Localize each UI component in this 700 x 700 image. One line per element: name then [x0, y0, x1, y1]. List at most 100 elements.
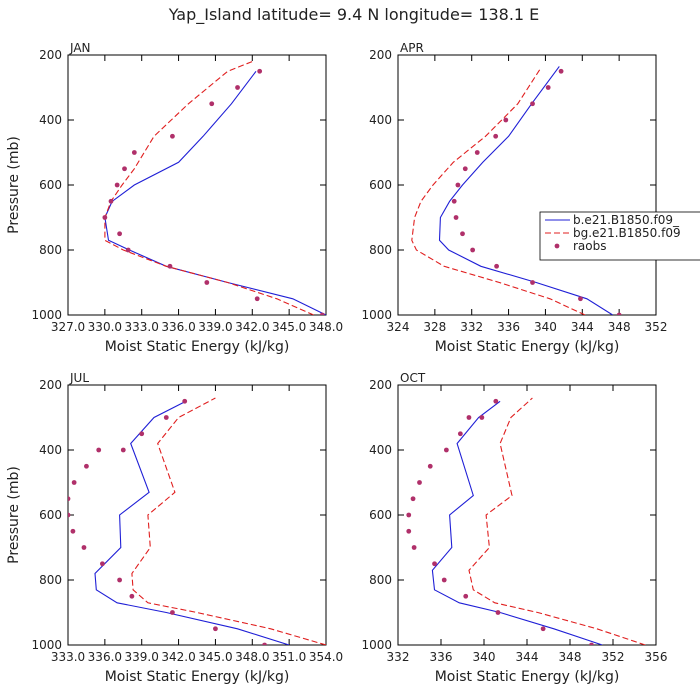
x-tick-label: 339.0: [198, 320, 232, 334]
raobs-point: [530, 280, 535, 285]
raobs-point: [125, 247, 131, 253]
y-axis-title: Pressure (mb): [6, 136, 22, 234]
raobs-point: [493, 398, 499, 404]
raobs-point: [262, 642, 267, 645]
raobs-point: [453, 215, 459, 220]
panel-jan: JAN 327.0 330.0 333.0 336.0 339.0 342.0 345.0 34…: [6, 41, 343, 355]
raobs-point: [68, 512, 71, 518]
raobs-point: [406, 512, 412, 518]
y-tick-label: 600: [39, 178, 62, 192]
plot-frame: [397, 54, 657, 316]
x-tick-label: 328: [423, 320, 446, 334]
x-tick-label: 351.0: [272, 650, 306, 664]
raobs-point: [117, 577, 122, 583]
x-tick-label: 336.0: [161, 320, 195, 334]
x-tick-label: 344: [571, 320, 594, 334]
raobs-point: [102, 215, 108, 220]
y-axis-title: Pressure (mb): [6, 466, 22, 564]
x-tick-label: 336.0: [88, 650, 122, 664]
raobs-point: [462, 166, 468, 172]
raobs-point: [114, 182, 120, 188]
y-tick-label: 200: [369, 378, 392, 392]
x-tick-label: 352: [602, 650, 625, 664]
raobs-point: [466, 415, 472, 420]
legend-entry: bg.e21.B1850.f09: [573, 226, 681, 240]
raobs-point: [235, 85, 240, 90]
x-tick-label: 327.0: [51, 320, 85, 334]
raobs-point: [100, 561, 105, 567]
y-tick-label: 800: [369, 573, 392, 587]
raobs-point: [254, 296, 260, 302]
raobs-point: [129, 593, 135, 599]
raobs-point: [540, 626, 546, 632]
raobs-point: [558, 68, 564, 74]
y-tick-label: 200: [39, 48, 62, 62]
raobs-point: [457, 431, 463, 437]
y-tick-label: 600: [39, 508, 62, 522]
series-line-model1: [94, 400, 290, 645]
raobs-point: [427, 463, 433, 469]
raobs-point: [319, 312, 325, 315]
raobs-point: [463, 593, 469, 599]
raobs-point: [451, 198, 457, 204]
raobs-point: [470, 247, 476, 253]
raobs-point: [460, 231, 465, 237]
raobs-point: [84, 463, 89, 469]
x-axis-title: Moist Static Energy (kJ/kg): [105, 339, 290, 355]
series-group: [406, 397, 646, 645]
raobs-point: [81, 545, 87, 550]
raobs-point: [493, 133, 499, 139]
raobs-point: [503, 117, 509, 123]
y-tick-label: 600: [369, 178, 392, 192]
raobs-point: [589, 642, 594, 645]
x-tick-label: 356: [645, 650, 668, 664]
x-tick-label: 354.0: [309, 650, 343, 664]
raobs-point: [131, 150, 137, 155]
raobs-point: [530, 101, 535, 107]
raobs-point: [474, 150, 480, 155]
raobs-point: [139, 431, 145, 437]
x-tick-label: 332: [387, 650, 410, 664]
y-tick-label: 400: [39, 113, 62, 127]
raobs-point: [578, 296, 583, 302]
x-tick-label: 348: [559, 650, 582, 664]
x-tick-label: 342.0: [161, 650, 195, 664]
series-line-model2: [104, 60, 314, 315]
x-axis-title: Moist Static Energy (kJ/kg): [435, 669, 620, 685]
panel-label: JAN: [69, 41, 91, 55]
raobs-point: [170, 133, 175, 139]
raobs-point: [479, 415, 485, 420]
plot-frame: [397, 384, 657, 646]
x-tick-label: 342.0: [235, 320, 269, 334]
x-tick-label: 333.0: [51, 650, 85, 664]
x-tick-label: 336: [497, 320, 520, 334]
raobs-point: [170, 610, 175, 615]
raobs-point: [410, 496, 416, 502]
raobs-point: [70, 528, 76, 534]
raobs-point: [257, 68, 263, 74]
raobs-point: [432, 561, 437, 567]
panel-label: JUL: [69, 371, 89, 385]
raobs-point: [411, 545, 417, 550]
x-tick-label: 340: [534, 320, 557, 334]
y-tick-label: 600: [369, 508, 392, 522]
series-line-model1: [431, 400, 603, 645]
raobs-point: [209, 101, 215, 107]
legend-swatch-raobs: [554, 243, 560, 249]
raobs-point: [616, 312, 622, 315]
plot-frame: [67, 384, 327, 646]
x-tick-label: 352: [645, 320, 668, 334]
raobs-point: [68, 496, 71, 502]
raobs-point: [182, 398, 188, 404]
y-tick-label: 200: [369, 48, 392, 62]
y-tick-label: 400: [369, 113, 392, 127]
raobs-point: [495, 610, 501, 615]
raobs-point: [455, 182, 461, 188]
raobs-point: [545, 85, 551, 90]
x-tick-label: 340: [473, 650, 496, 664]
raobs-point: [163, 415, 169, 420]
series-line-model1: [438, 66, 613, 315]
